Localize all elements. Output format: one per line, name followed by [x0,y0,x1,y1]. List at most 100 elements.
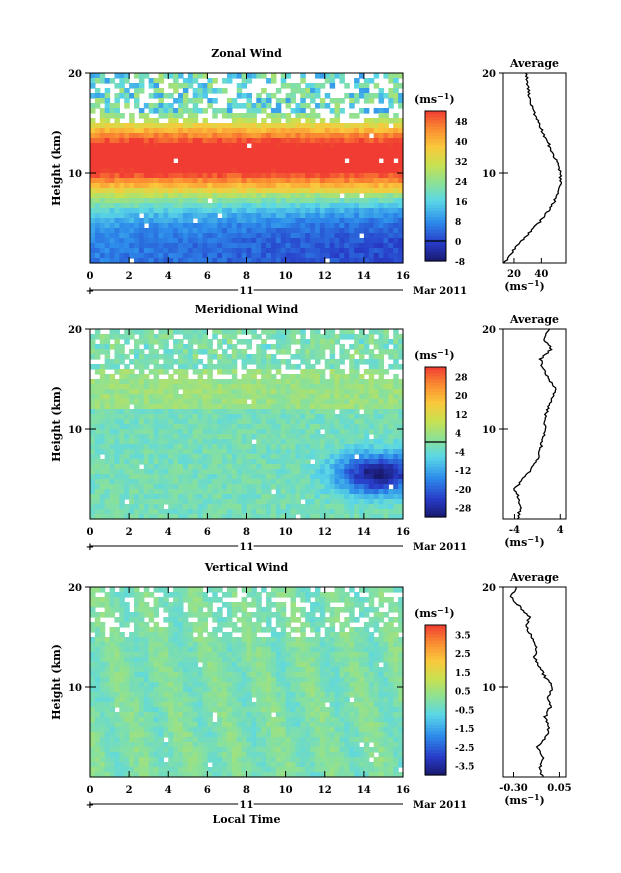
heatmap-cell [94,587,101,593]
colorbar-swatch [425,395,446,399]
heatmap-cell [329,253,336,259]
heatmap-cell [94,213,101,219]
heatmap-cell [251,379,257,385]
heatmap-cell [246,183,252,189]
heatmap-cell [143,389,150,395]
heatmap-cell [114,404,120,410]
date-label: 11 [240,542,254,553]
heatmap-cell [368,489,375,495]
heatmap-cell [207,494,213,500]
heatmap-cell [241,118,248,124]
heatmap-cell [270,138,277,144]
colorbar-swatch [425,195,446,200]
colorbar-swatch [425,488,446,493]
heatmap-cell [344,83,350,89]
heatmap-cell [280,178,287,184]
heatmap-cell [202,429,208,435]
heatmap-cell [148,409,155,415]
heatmap-cell [109,379,116,385]
heatmap-cell [246,434,252,440]
heatmap-cell [266,163,272,169]
heatmap-cell [212,429,218,435]
heatmap-cell [334,469,341,475]
heatmap-cell [319,153,326,159]
colorbar-swatch [425,111,446,115]
heatmap-cell [398,208,404,214]
heatmap-cell [109,429,116,435]
heatmap-cell [202,394,208,400]
heatmap-cell [270,379,277,385]
heatmap-cell [187,344,194,350]
heatmap-cell [202,424,208,430]
heatmap-cell [344,248,350,254]
heatmap-cell [124,218,130,224]
heatmap-cell [393,389,399,395]
heatmap-cell [349,374,355,380]
heatmap-cell [99,369,106,375]
heatmap-cell [163,148,169,154]
heatmap-cell [197,168,204,174]
heatmap-cell [344,258,350,264]
heatmap-cell [334,404,341,410]
heatmap-cell [349,454,355,460]
heatmap-cell [280,193,287,199]
heatmap-cell [329,339,336,345]
heatmap-cell [329,489,336,495]
heatmap-cell [168,612,174,618]
heatmap-cell [383,123,389,129]
heatmap-cell [319,499,326,505]
heatmap-cell [368,153,375,159]
heatmap-cell [134,489,140,495]
heatmap-cell [173,339,179,345]
heatmap-cell [285,499,292,505]
heatmap-cell [378,208,385,214]
heatmap-cell [383,509,389,515]
heatmap-cell [300,183,306,189]
heatmap-cell [329,203,336,209]
heatmap-cell [109,153,116,159]
heatmap-cell [319,484,326,490]
heatmap-cell [310,183,316,189]
heatmap-cell [378,98,385,104]
heatmap-cell [354,334,360,340]
heatmap-cell [153,208,160,214]
heatmap-cell [231,233,238,239]
heatmap-cell [324,339,331,345]
heatmap-cell [261,118,267,124]
heatmap-cell [285,329,292,335]
heatmap-cell [236,138,243,144]
heatmap-cell [222,138,228,144]
heatmap-cell [124,469,130,475]
heatmap-cell [339,369,345,375]
heatmap-cell [217,138,223,144]
heatmap-cell [314,339,321,345]
heatmap-cell [114,339,120,345]
heatmap-cell [393,163,399,169]
heatmap-cell [163,203,169,209]
heatmap-cell [192,369,199,375]
heatmap-cell [358,414,365,420]
heatmap-cell [339,73,345,79]
heatmap-cell [163,223,169,229]
heatmap-cell [158,439,164,445]
heatmap-cell [314,399,321,405]
heatmap-cell [182,163,189,169]
heatmap-cell [241,399,248,405]
heatmap-cell [114,208,120,214]
heatmap-cell [393,339,399,345]
heatmap-cell [231,484,238,490]
heatmap-cell [178,183,184,189]
heatmap-cell [192,464,199,470]
heatmap-cell [246,354,252,360]
heatmap-cell [158,334,164,340]
heatmap-cell [314,243,321,249]
heatmap-cell [207,459,213,465]
heatmap-cell [324,499,331,505]
heatmap-cell [295,248,301,254]
heatmap-cell [256,258,262,264]
heatmap-cell [266,233,272,239]
heatmap-cell [109,409,116,415]
heatmap-cell [354,228,360,234]
heatmap-cell [354,459,360,465]
heatmap-cell [197,173,204,179]
